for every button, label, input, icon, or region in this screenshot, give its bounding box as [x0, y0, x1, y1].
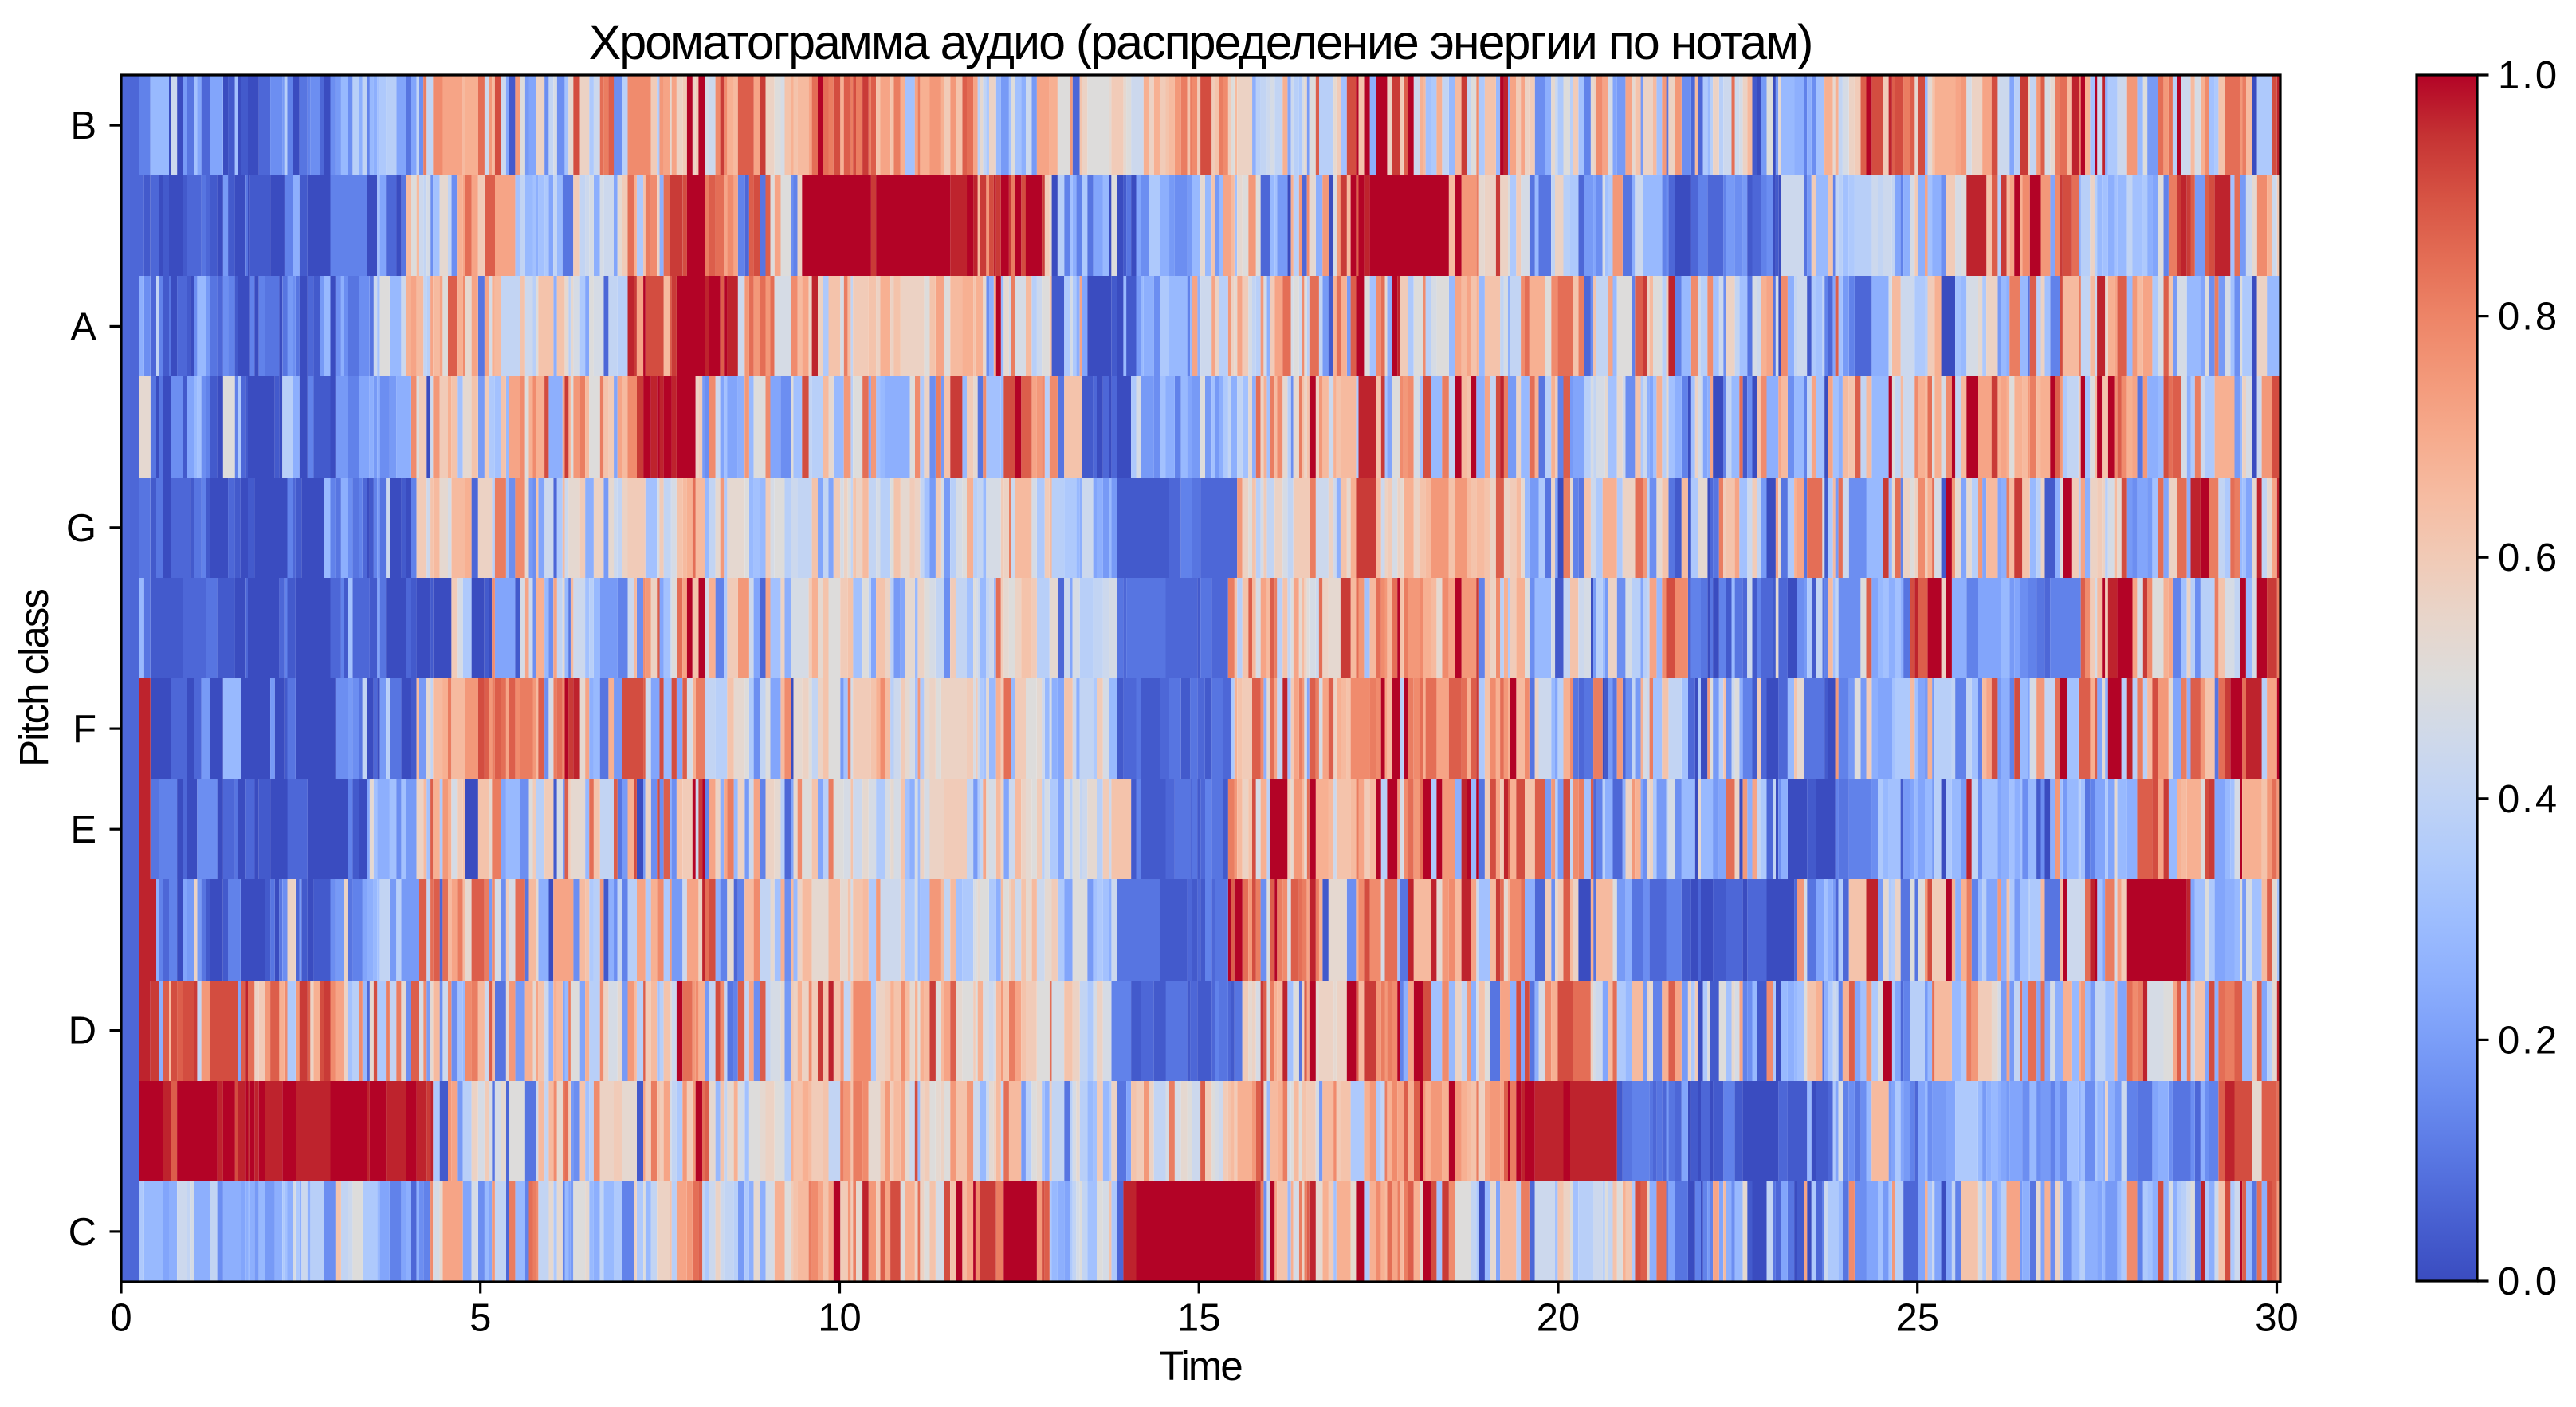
- svg-text:0.0: 0.0: [2498, 1260, 2559, 1303]
- svg-text:E: E: [70, 808, 96, 851]
- svg-text:C: C: [69, 1211, 96, 1254]
- svg-text:0.8: 0.8: [2498, 296, 2559, 339]
- svg-text:1.0: 1.0: [2498, 54, 2559, 97]
- svg-text:Time: Time: [1159, 1343, 1242, 1389]
- svg-text:A: A: [70, 305, 96, 348]
- svg-text:0: 0: [110, 1297, 132, 1340]
- svg-text:30: 30: [2255, 1297, 2299, 1340]
- svg-text:Хроматограмма аудио (распредел: Хроматограмма аудио (распределение энерг…: [589, 15, 1812, 69]
- svg-text:25: 25: [1895, 1297, 1939, 1340]
- svg-text:D: D: [69, 1010, 96, 1053]
- svg-text:5: 5: [469, 1297, 491, 1340]
- svg-text:0.4: 0.4: [2498, 778, 2559, 821]
- svg-text:15: 15: [1177, 1297, 1221, 1340]
- svg-text:G: G: [66, 507, 96, 550]
- svg-text:10: 10: [818, 1297, 862, 1340]
- svg-text:B: B: [70, 104, 96, 147]
- svg-text:Pitch class: Pitch class: [11, 590, 57, 767]
- svg-text:0.6: 0.6: [2498, 536, 2559, 580]
- svg-text:0.2: 0.2: [2498, 1019, 2559, 1062]
- svg-text:20: 20: [1537, 1297, 1581, 1340]
- svg-text:F: F: [73, 708, 96, 751]
